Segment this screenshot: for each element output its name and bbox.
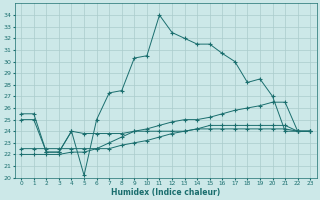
X-axis label: Humidex (Indice chaleur): Humidex (Indice chaleur) [111,188,220,197]
